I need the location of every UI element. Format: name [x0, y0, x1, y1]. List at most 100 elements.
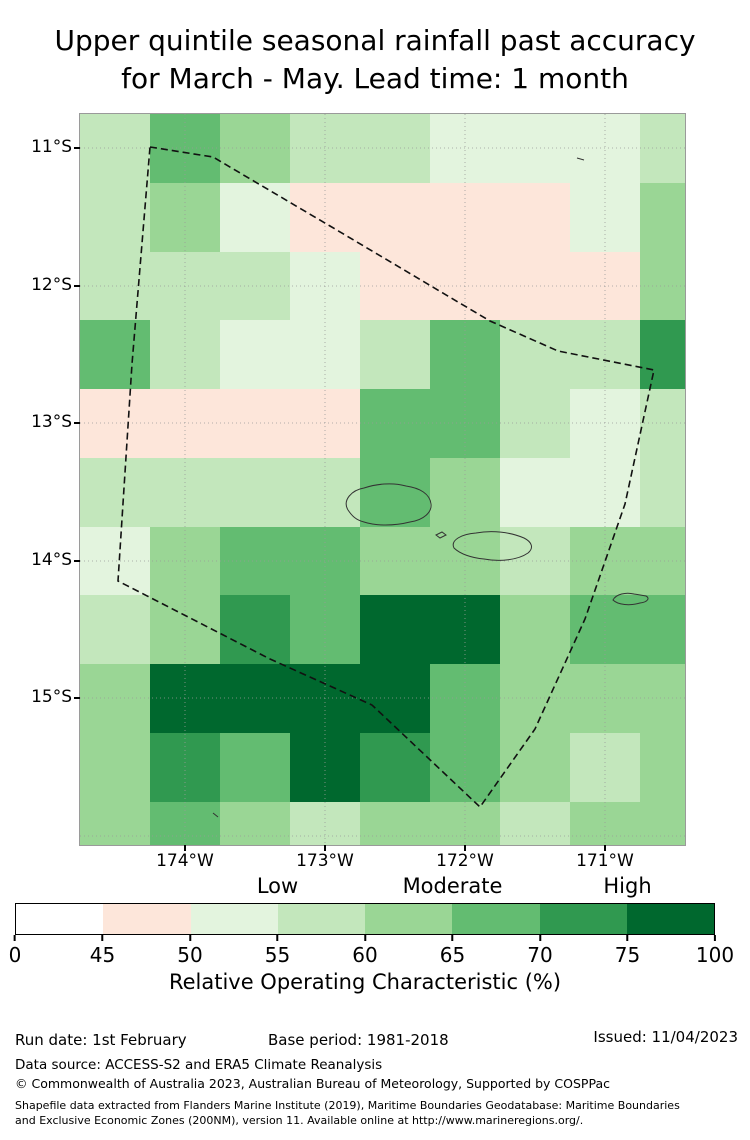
heatmap-cell — [430, 251, 500, 321]
heatmap-cell — [220, 320, 290, 389]
heatmap-cell — [220, 251, 290, 321]
data-source-text: Data source: ACCESS-S2 and ERA5 Climate … — [15, 1057, 383, 1073]
heatmap-cell — [360, 320, 430, 389]
heatmap-cell — [430, 320, 500, 389]
copyright-text: © Commonwealth of Australia 2023, Austra… — [15, 1076, 610, 1091]
heatmap-cell — [80, 389, 150, 458]
colorbar-tick-label: 45 — [90, 935, 115, 967]
heatmap-cell — [80, 182, 150, 252]
heatmap-cell — [430, 801, 500, 845]
heatmap-cell — [640, 801, 685, 845]
colorbar-segment — [277, 904, 365, 934]
x-axis-tick-mark — [184, 845, 186, 851]
heatmap-cell — [150, 732, 220, 802]
y-axis-tick-label: 11°S — [31, 137, 72, 157]
y-axis-tick-mark — [74, 560, 80, 562]
heatmap-cell — [220, 595, 290, 664]
heatmap-cell — [500, 801, 570, 845]
base-period-text: Base period: 1981-2018 — [268, 1031, 449, 1049]
heatmap-cell — [500, 251, 570, 321]
heatmap-cell — [640, 526, 685, 596]
colorbar-tick-label: 50 — [177, 935, 202, 967]
figure-title: Upper quintile seasonal rainfall past ac… — [0, 22, 750, 98]
heatmap-cell — [360, 457, 430, 527]
heatmap-cell — [150, 114, 220, 183]
heatmap-cell — [570, 801, 640, 845]
colorbar-tick-label: 65 — [440, 935, 465, 967]
colorbar-tick-labels: 0 45 50 55 60 65 70 75 100 — [9, 935, 734, 969]
y-axis-tick-label: 15°S — [31, 687, 72, 707]
colorbar-segment — [539, 904, 627, 934]
heatmap-cell — [220, 182, 290, 252]
heatmap-cell — [290, 801, 360, 845]
y-axis-tick-label: 12°S — [31, 275, 72, 295]
heatmap-cell — [570, 182, 640, 252]
heatmap-cell — [640, 389, 685, 458]
heatmap-cell — [220, 801, 290, 845]
heatmap-cell — [80, 457, 150, 527]
heatmap-cell — [290, 114, 360, 183]
heatmap-cell — [570, 457, 640, 527]
colorbar-segment — [103, 904, 191, 934]
heatmap-cell — [640, 114, 685, 183]
x-axis-tick-mark — [324, 845, 326, 851]
heatmap-cell — [290, 389, 360, 458]
heatmap-cell — [570, 320, 640, 389]
y-axis-tick-label: 13°S — [31, 412, 72, 432]
colorbar-category-moderate: Moderate — [402, 874, 503, 898]
heatmap-cell — [570, 389, 640, 458]
heatmap-cell — [220, 389, 290, 458]
heatmap-cell — [150, 457, 220, 527]
colorbar-tick-label: 100 — [696, 935, 734, 967]
x-axis-tick-mark — [464, 845, 466, 851]
heatmap-cell — [500, 114, 570, 183]
heatmap-cell — [150, 182, 220, 252]
y-axis-tick-mark — [74, 697, 80, 699]
heatmap-cell — [360, 664, 430, 733]
heatmap-cell — [80, 320, 150, 389]
colorbar-tick-label: 55 — [265, 935, 290, 967]
heatmap-cell — [80, 114, 150, 183]
heatmap-cell — [290, 664, 360, 733]
issued-date-text: Issued: 11/04/2023 — [593, 1028, 738, 1046]
heatmap-cell — [290, 251, 360, 321]
heatmap-cell — [80, 251, 150, 321]
x-axis-tick-label: 173°W — [296, 851, 354, 871]
heatmap-cell — [220, 732, 290, 802]
heatmap-cell — [150, 526, 220, 596]
colorbar-tick-label: 75 — [615, 935, 640, 967]
heatmap-cell — [360, 526, 430, 596]
y-axis-tick-mark — [74, 422, 80, 424]
colorbar-segment — [626, 904, 714, 934]
heatmap-cell — [360, 251, 430, 321]
heatmap-cell — [220, 457, 290, 527]
heatmap-cell — [220, 664, 290, 733]
heatmap-cell — [500, 457, 570, 527]
colorbar-segment — [365, 904, 453, 934]
heatmap-cell — [570, 595, 640, 664]
heatmap-cell — [360, 732, 430, 802]
heatmap-cell — [220, 114, 290, 183]
y-axis-tick-mark — [74, 285, 80, 287]
heatmap-cell — [150, 320, 220, 389]
heatmap-cell — [150, 595, 220, 664]
colorbar-segment — [16, 904, 104, 934]
heatmap-cell — [430, 664, 500, 733]
y-axis-tick-label: 14°S — [31, 550, 72, 570]
heatmap-cell — [80, 732, 150, 802]
heatmap-cell — [80, 664, 150, 733]
heatmap-cell — [150, 664, 220, 733]
heatmap-cell — [570, 526, 640, 596]
heatmap-cell — [640, 182, 685, 252]
colorbar-tick-label: 0 — [9, 935, 22, 967]
heatmap-cell — [430, 595, 500, 664]
heatmap-cell — [640, 457, 685, 527]
heatmap-cell — [80, 526, 150, 596]
heatmap-cell — [640, 251, 685, 321]
heatmap-cell — [430, 732, 500, 802]
heatmap-cell — [290, 526, 360, 596]
title-line-2: for March - May. Lead time: 1 month — [121, 61, 629, 95]
title-line-1: Upper quintile seasonal rainfall past ac… — [54, 24, 696, 57]
heatmap-cell — [430, 526, 500, 596]
